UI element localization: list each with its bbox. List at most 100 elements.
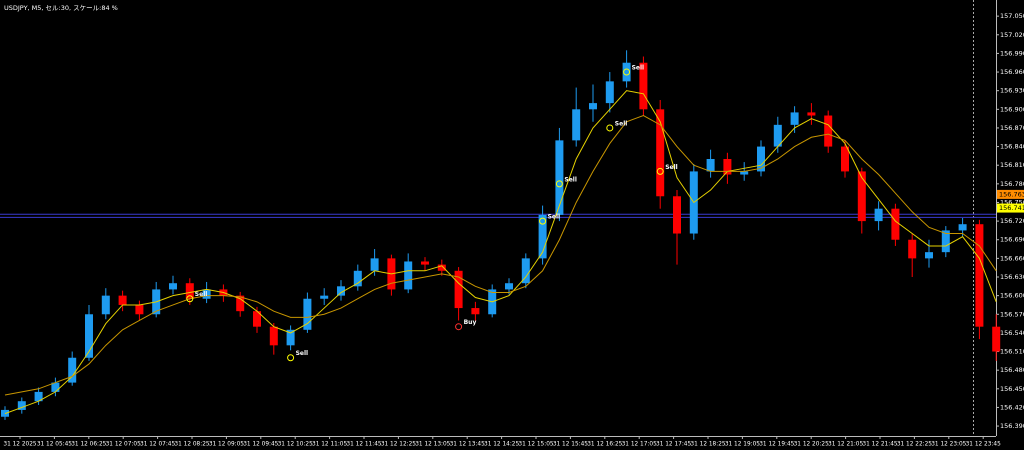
candle-body	[958, 224, 967, 231]
candle-body	[286, 329, 295, 346]
y-tick-label: 156.630	[1000, 273, 1024, 281]
candle-body	[337, 286, 345, 296]
y-tick-label: 156.540	[1000, 329, 1024, 337]
candle-body	[605, 81, 614, 104]
x-tick-label: 31 12 14:25	[484, 442, 519, 448]
candle-body	[925, 252, 933, 259]
y-tick-label: 156.810	[1000, 161, 1024, 169]
candle-body	[101, 295, 110, 315]
x-tick-label: 31 12 17:45	[656, 442, 691, 448]
y-tick-label: 156.990	[1000, 49, 1024, 57]
candle-body	[874, 208, 883, 222]
candle-body	[505, 283, 513, 290]
x-tick-label: 31 12 20:25	[794, 442, 829, 448]
candle-body	[673, 196, 681, 234]
price-label-box	[997, 203, 1024, 213]
y-tick-label: 156.480	[1000, 366, 1024, 374]
chart-title: USDJPY, M5, セル:30, スケール:84 %	[4, 4, 118, 12]
signal-marker	[455, 323, 463, 331]
candle-body	[471, 308, 480, 315]
y-tick-label: 156.450	[1000, 385, 1024, 393]
y-tick-label: 156.570	[1000, 310, 1024, 318]
x-tick-label: 31 12 07:05	[106, 442, 141, 448]
candle-body	[857, 171, 866, 222]
y-tick-label: 157.050	[1000, 12, 1024, 20]
candle-body	[85, 314, 93, 358]
y-tick-label: 156.750	[1000, 198, 1024, 206]
x-tick-label: 31 12 07:45	[140, 442, 175, 448]
x-tick-label: 31 12 15:45	[553, 442, 588, 448]
y-tick-label: 156.390	[1000, 422, 1024, 430]
candle-body	[202, 289, 211, 299]
signal-label: Sell	[195, 291, 208, 298]
y-tick-label: 156.510	[1000, 348, 1024, 356]
signal-label: Sell	[615, 120, 628, 127]
signal-marker	[555, 180, 563, 188]
candle-body	[589, 103, 597, 110]
candle-body	[706, 158, 715, 172]
x-tick-label: 31 12 22:25	[897, 442, 932, 448]
x-tick-label: 31 12 21:05	[828, 442, 863, 448]
x-tick-label: 31 12 09:45	[243, 442, 278, 448]
candle-body	[353, 270, 362, 287]
y-tick-label: 156.660	[1000, 254, 1024, 262]
candle-body	[807, 112, 816, 116]
candle-body	[639, 62, 648, 110]
x-tick-label: 31 12 16:25	[587, 442, 622, 448]
candle-body	[51, 382, 60, 392]
x-tick-label: 31 12 19:45	[759, 442, 794, 448]
candle-body	[656, 109, 665, 197]
candle-body	[118, 295, 127, 305]
y-tick-label: 156.720	[1000, 217, 1024, 225]
x-tick-label: 31 12 21:45	[862, 442, 897, 448]
signal-marker	[656, 167, 664, 175]
signal-marker	[186, 295, 194, 303]
candle-body	[773, 124, 782, 147]
x-tick-label: 31 12 13:05	[415, 442, 450, 448]
candle-body	[404, 261, 413, 290]
x-tick-label: 31 12 09:05	[209, 442, 244, 448]
candle-body	[34, 391, 43, 402]
x-tick-label: 31 12 15:05	[518, 442, 553, 448]
price-label-box	[997, 189, 1024, 199]
x-tick-label: 31 12 23:45	[966, 442, 1001, 448]
candle-body	[253, 311, 261, 327]
signal-marker	[606, 124, 614, 132]
candle-body	[236, 295, 245, 312]
x-tick-label: 31 12 08:25	[174, 442, 209, 448]
candle-body	[790, 112, 799, 125]
y-tick-label: 156.930	[1000, 87, 1024, 95]
candle-body	[555, 140, 564, 215]
candle-body	[320, 295, 329, 299]
y-tick-label: 156.840	[1000, 143, 1024, 151]
candle-body	[521, 258, 530, 284]
candle-body	[891, 208, 900, 240]
y-tick-label: 156.960	[1000, 68, 1024, 76]
candle-body	[17, 401, 26, 410]
candle-body	[303, 298, 312, 330]
y-tick-label: 156.780	[1000, 180, 1024, 188]
y-tick-label: 156.600	[1000, 292, 1024, 300]
candle-body	[437, 264, 446, 271]
candle-body	[824, 115, 833, 147]
y-tick-label: 156.870	[1000, 124, 1024, 132]
signal-label: Sell	[296, 350, 309, 357]
price-label: 156.741	[999, 204, 1024, 212]
signal-label: Sell	[564, 176, 577, 183]
x-tick-label: 31 12 13:45	[450, 442, 485, 448]
x-tick-label: 31 12 23:05	[931, 442, 966, 448]
signal-marker	[287, 354, 295, 362]
moving-average	[4, 90, 997, 415]
candle-body	[757, 146, 765, 172]
y-tick-label: 156.420	[1000, 403, 1024, 411]
candle-body	[370, 258, 379, 271]
candle-body	[169, 283, 177, 290]
candle-body	[992, 326, 1001, 352]
x-tick-label: 31 12 19:05	[725, 442, 760, 448]
y-tick-label: 157.020	[1000, 31, 1024, 39]
candle-body	[454, 270, 463, 309]
signal-label: Sell	[632, 65, 645, 72]
candle-body	[841, 146, 849, 172]
signal-label: Sell	[665, 164, 678, 171]
